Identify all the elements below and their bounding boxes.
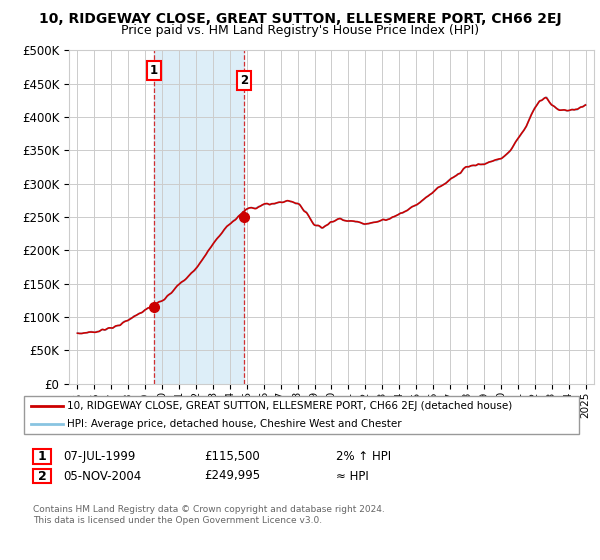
Text: £115,500: £115,500 bbox=[204, 450, 260, 463]
Text: 2: 2 bbox=[38, 469, 46, 483]
Text: 2% ↑ HPI: 2% ↑ HPI bbox=[336, 450, 391, 463]
Text: HPI: Average price, detached house, Cheshire West and Chester: HPI: Average price, detached house, Ches… bbox=[67, 419, 402, 429]
Text: 07-JUL-1999: 07-JUL-1999 bbox=[63, 450, 136, 463]
Text: £249,995: £249,995 bbox=[204, 469, 260, 483]
Text: Price paid vs. HM Land Registry's House Price Index (HPI): Price paid vs. HM Land Registry's House … bbox=[121, 24, 479, 36]
Text: 05-NOV-2004: 05-NOV-2004 bbox=[63, 469, 141, 483]
Text: 10, RIDGEWAY CLOSE, GREAT SUTTON, ELLESMERE PORT, CH66 2EJ: 10, RIDGEWAY CLOSE, GREAT SUTTON, ELLESM… bbox=[38, 12, 562, 26]
Text: 10, RIDGEWAY CLOSE, GREAT SUTTON, ELLESMERE PORT, CH66 2EJ (detached house): 10, RIDGEWAY CLOSE, GREAT SUTTON, ELLESM… bbox=[67, 401, 512, 411]
Bar bbox=[154, 50, 244, 384]
Text: 1: 1 bbox=[150, 64, 158, 77]
Text: 2: 2 bbox=[240, 74, 248, 87]
Text: 1: 1 bbox=[38, 450, 46, 463]
Text: Contains HM Land Registry data © Crown copyright and database right 2024.
This d: Contains HM Land Registry data © Crown c… bbox=[33, 505, 385, 525]
Text: ≈ HPI: ≈ HPI bbox=[336, 469, 369, 483]
